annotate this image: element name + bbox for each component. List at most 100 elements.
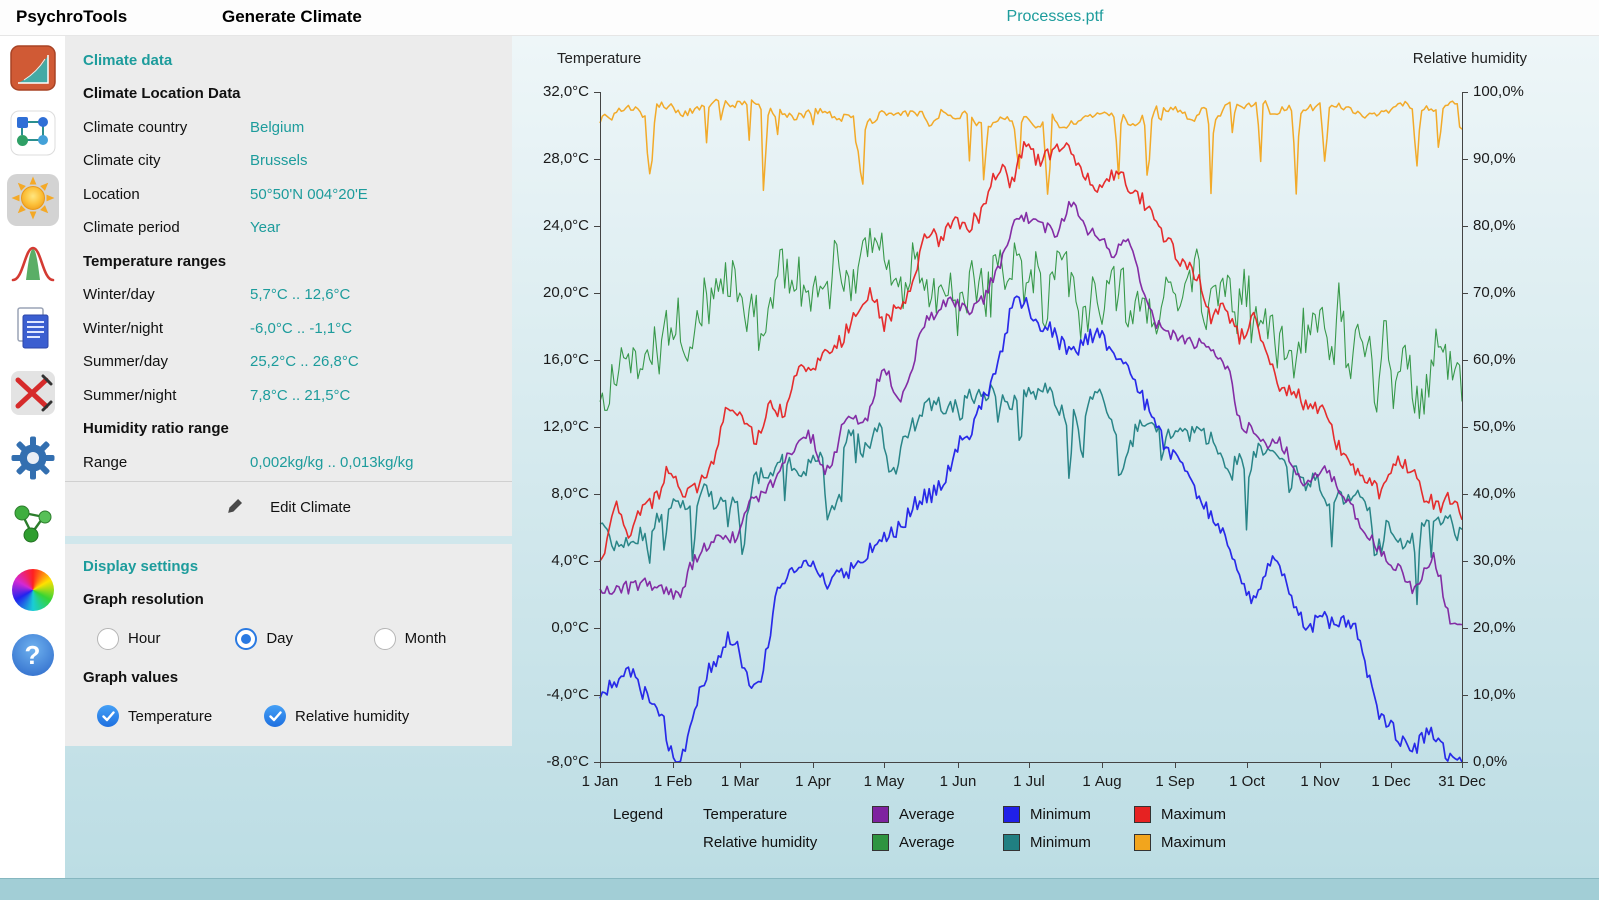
field-row-location: Location 50°50'N 004°20'E bbox=[65, 178, 512, 212]
legend-label: Average bbox=[899, 833, 955, 851]
legend-item-temp-maximum: Maximum bbox=[1134, 805, 1265, 823]
tool-settings[interactable] bbox=[7, 434, 59, 486]
tool-psychrometric-chart[interactable] bbox=[7, 44, 59, 96]
tool-climate-generator[interactable] bbox=[6, 174, 59, 226]
legend-label: Maximum bbox=[1161, 833, 1227, 851]
field-value: 0,002kg/kg .. 0,013kg/kg bbox=[250, 453, 414, 471]
legend-title: Legend bbox=[613, 805, 664, 823]
radio-hour[interactable]: Hour bbox=[97, 627, 235, 650]
graph-resolution-group: Hour Day Month bbox=[65, 617, 512, 661]
edit-climate-button[interactable]: Edit Climate bbox=[65, 481, 512, 533]
field-label: Winter/night bbox=[83, 319, 164, 337]
screen-title: Generate Climate bbox=[222, 7, 362, 26]
radio-icon bbox=[373, 627, 396, 650]
climate-chart bbox=[512, 36, 1599, 878]
left-axis-title: Temperature bbox=[557, 50, 642, 67]
temperature-ranges-header: Temperature ranges bbox=[83, 252, 227, 270]
report-document-icon bbox=[10, 305, 56, 356]
radio-label: Hour bbox=[128, 630, 161, 647]
field-row-city: Climate city Brussels bbox=[65, 144, 512, 178]
field-label: Location bbox=[83, 185, 140, 203]
legend-label: Maximum bbox=[1161, 805, 1227, 823]
checkbox-temperature[interactable]: Temperature bbox=[97, 705, 264, 727]
app-name: PsychroTools bbox=[16, 7, 128, 26]
legend-item-temp-average: Average bbox=[872, 805, 1003, 823]
tool-process-scheme[interactable] bbox=[7, 109, 59, 161]
legend-swatch-temp-maximum bbox=[1134, 805, 1151, 823]
sun-climate-icon bbox=[10, 175, 56, 226]
radio-icon bbox=[235, 627, 258, 650]
legend-group-humidity: Relative humidity bbox=[703, 833, 818, 851]
field-row-summer-day: Summer/day 25,2°C .. 26,8°C bbox=[65, 345, 512, 379]
checkbox-label: Temperature bbox=[128, 707, 213, 725]
field-value: 7,8°C .. 21,5°C bbox=[250, 386, 351, 404]
radio-icon bbox=[97, 627, 119, 650]
legend-row-temperature: Legend Temperature Average Minimum Maxim… bbox=[613, 800, 1265, 828]
graph-values-header: Graph values bbox=[83, 668, 179, 686]
color-wheel-icon bbox=[11, 569, 54, 611]
legend-item-temp-minimum: Minimum bbox=[1003, 805, 1134, 823]
field-label: Summer/day bbox=[83, 353, 169, 371]
legend-swatch-rh-maximum bbox=[1134, 833, 1151, 851]
legend-label: Minimum bbox=[1030, 805, 1091, 823]
field-row-winter-night: Winter/night -6,0°C .. -1,1°C bbox=[65, 312, 512, 346]
process-scheme-icon bbox=[10, 110, 56, 161]
graph-resolution-header: Graph resolution bbox=[83, 591, 204, 609]
chart-legend: Legend Temperature Average Minimum Maxim… bbox=[613, 800, 1265, 856]
tool-sidebar: ? bbox=[0, 36, 65, 878]
field-row-country: Climate country Belgium bbox=[65, 111, 512, 145]
radio-day[interactable]: Day bbox=[235, 627, 373, 650]
field-row-summer-night: Summer/night 7,8°C .. 21,5°C bbox=[65, 379, 512, 413]
field-value: Belgium bbox=[250, 118, 305, 136]
legend-row-humidity: Relative humidity Average Minimum Maximu… bbox=[613, 828, 1265, 856]
radio-label: Day bbox=[266, 630, 294, 647]
legend-item-rh-maximum: Maximum bbox=[1134, 833, 1265, 851]
tool-colors[interactable] bbox=[7, 564, 59, 616]
field-label: Climate period bbox=[83, 219, 180, 237]
tool-distribution[interactable] bbox=[7, 239, 59, 291]
field-value: 50°50'N 004°20'E bbox=[250, 185, 368, 203]
legend-group-temperature: Temperature bbox=[703, 805, 788, 823]
field-label: Climate country bbox=[83, 118, 188, 136]
tool-mixing[interactable] bbox=[7, 369, 59, 421]
graph-values-group: Temperature Relative humidity bbox=[65, 694, 512, 738]
right-axis-title: Relative humidity bbox=[1412, 50, 1527, 67]
checkbox-icon bbox=[264, 705, 286, 727]
gear-settings-icon bbox=[10, 435, 56, 486]
chart-background: Climate data Climate Location Data Clima… bbox=[65, 36, 1599, 878]
psychrometric-chart-icon bbox=[9, 44, 56, 96]
help-icon: ? bbox=[11, 634, 54, 676]
checkbox-relative-humidity[interactable]: Relative humidity bbox=[264, 705, 409, 727]
field-label: Range bbox=[83, 453, 128, 471]
legend-swatch-temp-minimum bbox=[1003, 805, 1020, 823]
field-label: Climate city bbox=[83, 152, 161, 170]
radio-month[interactable]: Month bbox=[373, 627, 512, 650]
radio-label: Month bbox=[404, 630, 447, 647]
field-value: -6,0°C .. -1,1°C bbox=[250, 319, 353, 337]
legend-swatch-temp-average bbox=[872, 805, 889, 823]
distribution-curve-icon bbox=[10, 240, 56, 291]
tool-links[interactable] bbox=[7, 499, 59, 551]
legend-label: Minimum bbox=[1030, 833, 1091, 851]
display-settings-card: Display settings Graph resolution Hour D… bbox=[65, 544, 512, 746]
legend-swatch-rh-minimum bbox=[1003, 833, 1020, 851]
tool-report[interactable] bbox=[7, 304, 59, 356]
checkbox-label: Relative humidity bbox=[295, 707, 410, 725]
legend-label: Average bbox=[899, 805, 955, 823]
pencil-icon bbox=[226, 497, 244, 519]
legend-swatch-rh-average bbox=[872, 833, 889, 851]
field-value: Year bbox=[250, 219, 281, 237]
field-value: Brussels bbox=[250, 152, 308, 170]
field-row-humidity-range: Range 0,002kg/kg .. 0,013kg/kg bbox=[65, 446, 512, 480]
linked-nodes-icon bbox=[10, 500, 56, 551]
field-value: 25,2°C .. 26,8°C bbox=[250, 353, 359, 371]
tool-help[interactable]: ? bbox=[7, 629, 59, 681]
climate-data-title: Climate data bbox=[83, 52, 173, 69]
field-row-period: Climate period Year bbox=[65, 211, 512, 245]
bottom-bar bbox=[0, 878, 1599, 900]
title-bar: PsychroTools Generate Climate Processes.… bbox=[0, 0, 1599, 36]
legend-item-rh-minimum: Minimum bbox=[1003, 833, 1134, 851]
climate-data-card: Climate data Climate Location Data Clima… bbox=[65, 36, 512, 536]
field-row-winter-day: Winter/day 5,7°C .. 12,6°C bbox=[65, 278, 512, 312]
document-title: Processes.ptf bbox=[1006, 8, 1104, 25]
